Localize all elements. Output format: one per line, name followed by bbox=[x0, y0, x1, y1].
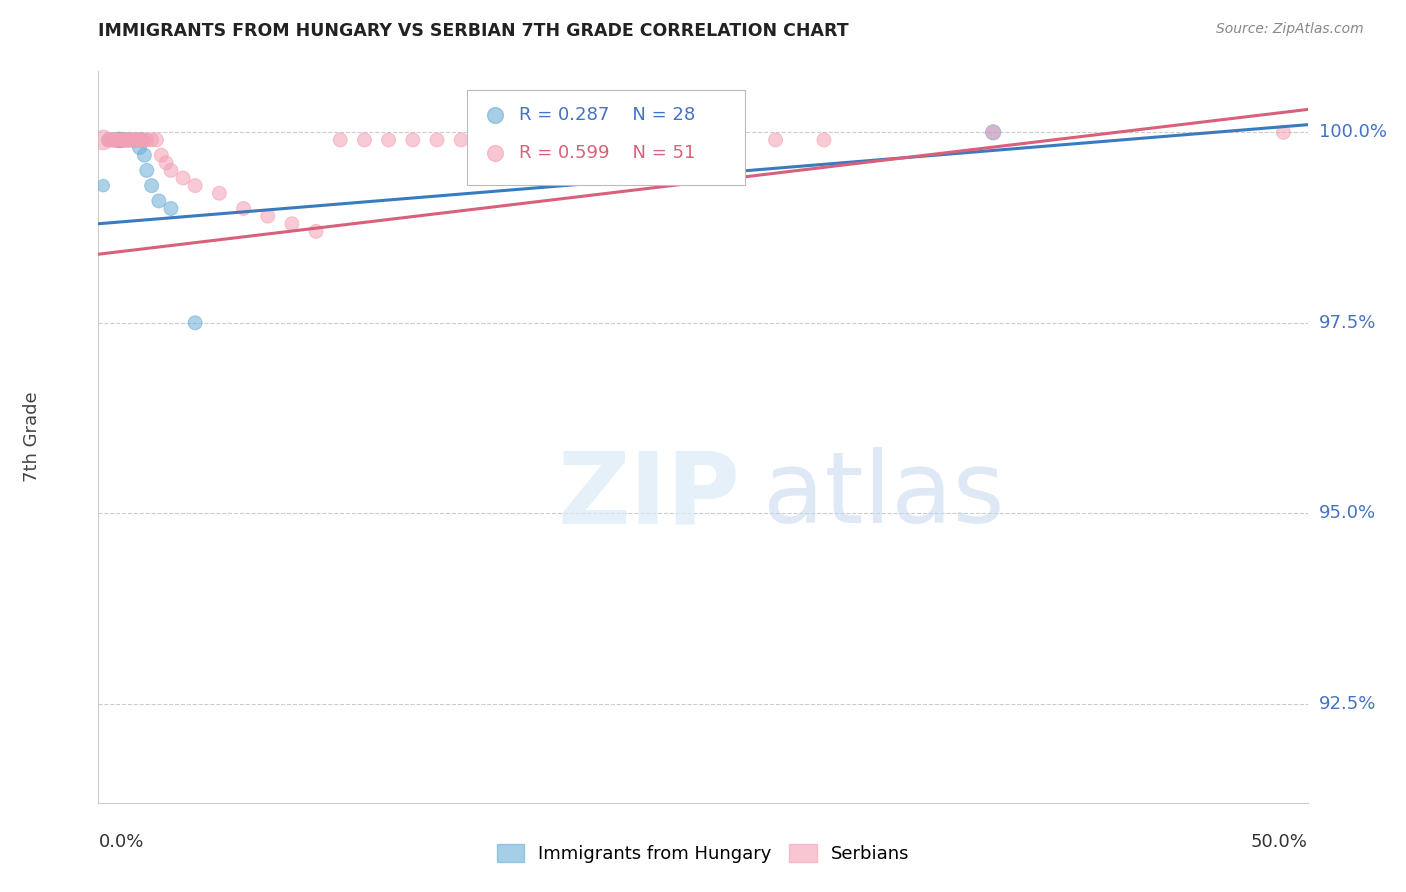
Point bbox=[114, 133, 136, 147]
Point bbox=[160, 163, 183, 178]
Point bbox=[523, 133, 546, 147]
Point bbox=[100, 133, 122, 147]
Text: 92.5%: 92.5% bbox=[1319, 695, 1376, 713]
Point bbox=[880, 582, 903, 597]
Text: 7th Grade: 7th Grade bbox=[22, 392, 41, 483]
Point bbox=[644, 133, 666, 147]
Legend: Immigrants from Hungary, Serbians: Immigrants from Hungary, Serbians bbox=[496, 844, 910, 863]
Point bbox=[107, 133, 129, 147]
Point bbox=[127, 133, 149, 147]
Point bbox=[117, 133, 139, 147]
Point bbox=[474, 133, 496, 147]
Point bbox=[134, 133, 156, 147]
Point bbox=[329, 133, 352, 147]
Point bbox=[128, 140, 150, 154]
Point bbox=[141, 178, 163, 193]
Text: R = 0.287    N = 28: R = 0.287 N = 28 bbox=[519, 106, 696, 124]
Point bbox=[91, 178, 114, 193]
Point bbox=[668, 133, 690, 147]
Point bbox=[97, 133, 120, 147]
Point bbox=[104, 133, 127, 147]
Point bbox=[184, 316, 207, 330]
Text: 50.0%: 50.0% bbox=[1251, 833, 1308, 851]
Text: 95.0%: 95.0% bbox=[1319, 504, 1376, 523]
Point bbox=[111, 133, 134, 147]
FancyBboxPatch shape bbox=[467, 90, 745, 185]
Point bbox=[124, 133, 146, 147]
Point bbox=[208, 186, 231, 201]
Point bbox=[111, 133, 134, 147]
Text: Source: ZipAtlas.com: Source: ZipAtlas.com bbox=[1216, 22, 1364, 37]
Point bbox=[121, 133, 143, 147]
Point bbox=[148, 194, 170, 208]
Point bbox=[118, 133, 141, 147]
Point bbox=[981, 125, 1004, 139]
Point bbox=[547, 133, 569, 147]
Text: IMMIGRANTS FROM HUNGARY VS SERBIAN 7TH GRADE CORRELATION CHART: IMMIGRANTS FROM HUNGARY VS SERBIAN 7TH G… bbox=[98, 22, 849, 40]
Point bbox=[108, 133, 131, 147]
Point bbox=[305, 224, 328, 238]
Point bbox=[426, 133, 449, 147]
Point bbox=[128, 133, 150, 147]
Point bbox=[127, 133, 149, 147]
Point bbox=[104, 133, 127, 147]
Point bbox=[377, 133, 399, 147]
Point bbox=[145, 133, 167, 147]
Point bbox=[131, 133, 153, 147]
Point bbox=[692, 133, 714, 147]
Point bbox=[108, 133, 131, 147]
Point bbox=[108, 133, 131, 147]
Point bbox=[1272, 125, 1295, 139]
Point bbox=[256, 209, 278, 223]
Text: 100.0%: 100.0% bbox=[1319, 123, 1386, 141]
Point bbox=[619, 133, 641, 147]
Text: R = 0.599    N = 51: R = 0.599 N = 51 bbox=[519, 145, 696, 162]
Point bbox=[117, 133, 139, 147]
Point bbox=[135, 133, 157, 147]
Point bbox=[981, 125, 1004, 139]
Point bbox=[135, 163, 157, 178]
Point bbox=[141, 133, 163, 147]
Point bbox=[150, 148, 173, 162]
Point bbox=[172, 171, 194, 186]
Point bbox=[160, 202, 183, 216]
Point bbox=[571, 133, 593, 147]
Point bbox=[232, 202, 254, 216]
Text: 0.0%: 0.0% bbox=[98, 833, 143, 851]
Point bbox=[117, 133, 139, 147]
Point bbox=[101, 133, 124, 147]
Point bbox=[91, 133, 114, 147]
Point bbox=[121, 133, 143, 147]
Point bbox=[111, 133, 134, 147]
Text: atlas: atlas bbox=[763, 447, 1005, 544]
Point bbox=[134, 148, 156, 162]
Text: 97.5%: 97.5% bbox=[1319, 314, 1376, 332]
Point bbox=[547, 125, 569, 139]
Point bbox=[353, 133, 375, 147]
Point bbox=[101, 133, 124, 147]
Point bbox=[281, 217, 304, 231]
Point bbox=[131, 133, 153, 147]
Point bbox=[131, 133, 153, 147]
Point bbox=[765, 133, 787, 147]
Point bbox=[118, 133, 141, 147]
Point bbox=[813, 133, 835, 147]
Point bbox=[595, 133, 617, 147]
Point bbox=[450, 133, 472, 147]
Point bbox=[128, 133, 150, 147]
Point bbox=[716, 133, 738, 147]
Point bbox=[114, 133, 136, 147]
Point bbox=[124, 133, 146, 147]
Point bbox=[155, 156, 177, 170]
Point bbox=[498, 133, 520, 147]
Point bbox=[97, 133, 120, 147]
Text: ZIP: ZIP bbox=[558, 447, 741, 544]
Point bbox=[402, 133, 425, 147]
Point bbox=[107, 133, 129, 147]
Point bbox=[184, 178, 207, 193]
